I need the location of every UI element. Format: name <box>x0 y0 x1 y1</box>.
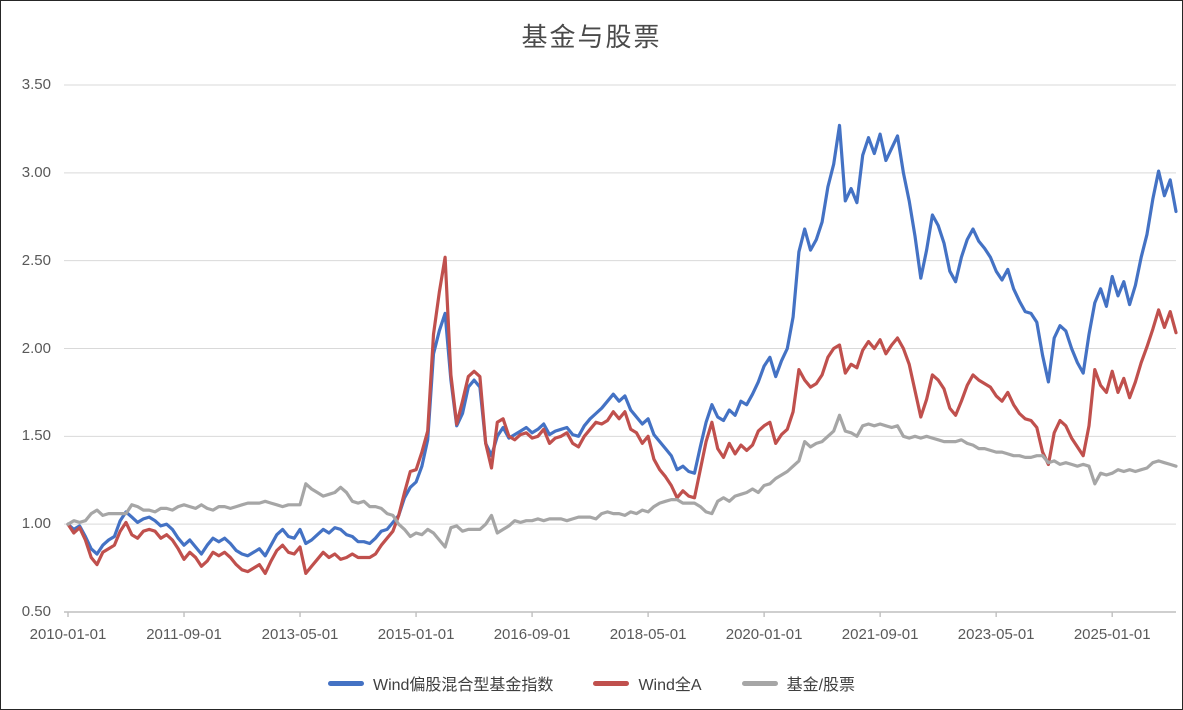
chart-title: 基金与股票 <box>521 23 662 53</box>
series-line-wind-all-a <box>66 255 1178 576</box>
legend-swatch-fund-index <box>327 680 364 686</box>
legend-item-fund-index: Wind偏股混合型基金指数 <box>327 671 554 695</box>
x-axis-tick-label: 2011-09-01 <box>146 626 222 643</box>
gridlines <box>64 84 1176 613</box>
x-axis-ticks <box>67 612 1113 617</box>
y-axis-tick-label: 2.00 <box>21 339 51 357</box>
legend-label-fund-stock-ratio: 基金/股票 <box>786 677 856 694</box>
x-axis-tick-label: 2013-05-01 <box>261 626 339 643</box>
legend-swatch-wind-all-a <box>593 680 630 686</box>
x-axis-tick-label: 2018-05-01 <box>609 626 687 643</box>
series-line-fund-index <box>66 123 1178 558</box>
legend-swatch-fund-stock-ratio <box>741 680 778 686</box>
x-axis-tick-label: 2010-01-01 <box>29 626 107 643</box>
legend-label-fund-index: Wind偏股混合型基金指数 <box>372 677 554 694</box>
legend-item-wind-all-a: Wind全A <box>593 671 702 695</box>
legend: Wind偏股混合型基金指数 Wind全A 基金/股票 <box>1 671 1182 695</box>
y-axis-tick-label: 3.00 <box>21 163 51 181</box>
series-lines <box>66 123 1178 576</box>
x-axis-tick-label: 2025-01-01 <box>1073 626 1151 643</box>
y-axis-tick-label: 1.50 <box>21 427 51 445</box>
x-axis-tick-label: 2016-09-01 <box>493 626 571 643</box>
y-axis-tick-label: 0.50 <box>21 603 51 620</box>
x-axis-tick-label: 2015-01-01 <box>377 626 455 643</box>
legend-item-fund-stock-ratio: 基金/股票 <box>741 671 856 695</box>
x-axis-tick-label: 2020-01-01 <box>725 626 803 643</box>
y-axis-tick-label: 2.50 <box>21 251 51 269</box>
series-line-fund-stock-ratio <box>66 413 1178 549</box>
legend-label-wind-all-a: Wind全A <box>638 677 702 694</box>
y-axis-tick-label: 3.50 <box>21 76 51 93</box>
x-axis-tick-label: 2021-09-01 <box>841 626 919 643</box>
x-axis-tick-label: 2023-05-01 <box>957 626 1035 643</box>
y-axis-tick-label: 1.00 <box>21 515 51 533</box>
